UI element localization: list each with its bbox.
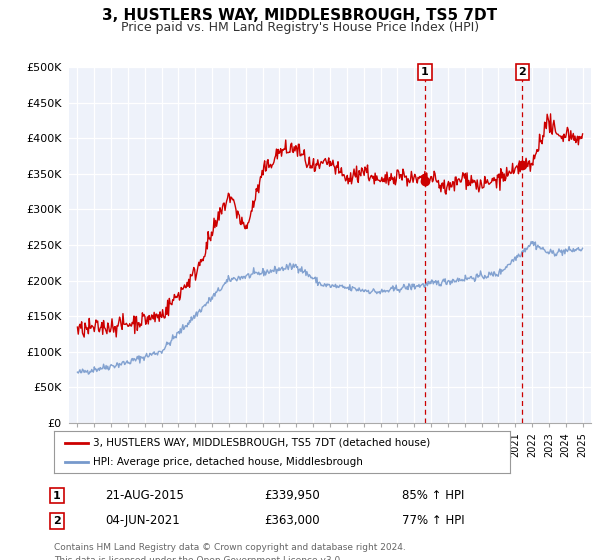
Text: 1: 1 bbox=[53, 491, 61, 501]
Text: HPI: Average price, detached house, Middlesbrough: HPI: Average price, detached house, Midd… bbox=[93, 457, 362, 467]
Text: 04-JUN-2021: 04-JUN-2021 bbox=[105, 514, 180, 528]
Text: 1: 1 bbox=[421, 67, 429, 77]
Text: 2: 2 bbox=[53, 516, 61, 526]
Text: 3, HUSTLERS WAY, MIDDLESBROUGH, TS5 7DT: 3, HUSTLERS WAY, MIDDLESBROUGH, TS5 7DT bbox=[103, 8, 497, 24]
Text: 3, HUSTLERS WAY, MIDDLESBROUGH, TS5 7DT (detached house): 3, HUSTLERS WAY, MIDDLESBROUGH, TS5 7DT … bbox=[93, 437, 430, 447]
Text: £339,950: £339,950 bbox=[264, 489, 320, 502]
Text: Contains HM Land Registry data © Crown copyright and database right 2024.
This d: Contains HM Land Registry data © Crown c… bbox=[54, 543, 406, 560]
Text: 77% ↑ HPI: 77% ↑ HPI bbox=[402, 514, 464, 528]
Text: 2: 2 bbox=[518, 67, 526, 77]
Text: 85% ↑ HPI: 85% ↑ HPI bbox=[402, 489, 464, 502]
Text: £363,000: £363,000 bbox=[264, 514, 320, 528]
Text: Price paid vs. HM Land Registry's House Price Index (HPI): Price paid vs. HM Land Registry's House … bbox=[121, 21, 479, 34]
Text: 21-AUG-2015: 21-AUG-2015 bbox=[105, 489, 184, 502]
